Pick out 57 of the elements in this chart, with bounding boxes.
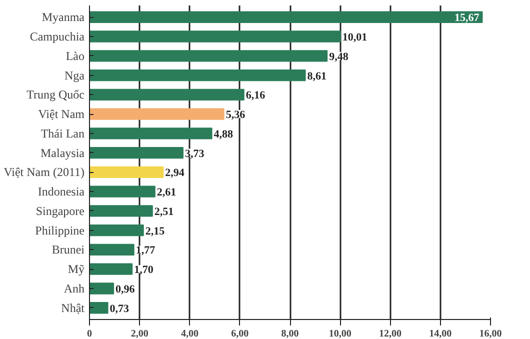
bar [90,88,244,100]
data-label: 5,36 [226,109,246,122]
x-tick-label: 0 [87,328,92,339]
data-label: 9,48 [329,50,349,63]
bar [90,186,156,198]
y-tick-label: Myanma [42,10,86,24]
y-tick-label: Indonesia [38,184,86,199]
x-tick-label: 4,00 [181,328,198,339]
y-tick-label: Việt Nam (2011) [4,165,85,180]
data-label: 3,73 [184,148,205,160]
x-tick-label: 16,00 [479,328,502,339]
y-tick-label: Brunei [52,242,86,257]
y-tick-label: Trung Quốc [26,88,85,102]
bar [90,205,153,217]
data-label: 2,15 [145,225,166,238]
data-label: 2,51 [154,206,174,218]
data-label: 15,67 [454,12,480,24]
data-label: 1,70 [134,264,154,276]
x-tick-label: 2,00 [130,328,148,339]
bar [90,263,133,275]
data-label: 2,61 [156,186,176,199]
bar [90,50,328,62]
y-tick-label: Malaysia [40,146,86,160]
bar [90,108,224,120]
data-label: 8,61 [307,70,327,82]
data-label: 0,96 [116,283,136,296]
y-tick-label: Nga [64,68,86,82]
data-label: 4,88 [214,128,234,140]
x-tick-label: 12,00 [379,328,402,339]
x-tick-label: 14,00 [429,328,452,339]
y-tick-label: Singapore [36,204,84,218]
bar [90,69,306,82]
y-tick-label: Việt Nam [38,107,86,122]
bar [90,146,184,159]
bar [90,302,108,314]
y-tick-label: Mỹ [68,262,84,276]
y-tick-label: Campuchia [30,30,86,44]
data-label: 2,94 [165,167,185,180]
data-label: 0,73 [110,302,130,315]
bar [90,11,483,23]
y-tick-label: Philippine [35,223,85,238]
x-tick-label: 6,00 [231,328,249,339]
bar [90,128,212,140]
data-label: 1,77 [136,244,156,257]
bar [90,30,341,42]
bar [90,244,134,256]
x-tick-label: 8,00 [281,328,299,339]
data-label: 6,16 [246,90,266,102]
y-tick-label: Thái Lan [40,126,85,140]
x-tick-label: 10,00 [328,328,352,339]
bar [90,282,114,294]
y-tick-label: Lào [66,48,84,63]
data-label: 10,01 [342,32,368,44]
y-tick-label: Anh [64,281,85,296]
bar [90,224,144,236]
y-tick-label: Nhật [61,300,86,315]
bar [90,166,164,178]
